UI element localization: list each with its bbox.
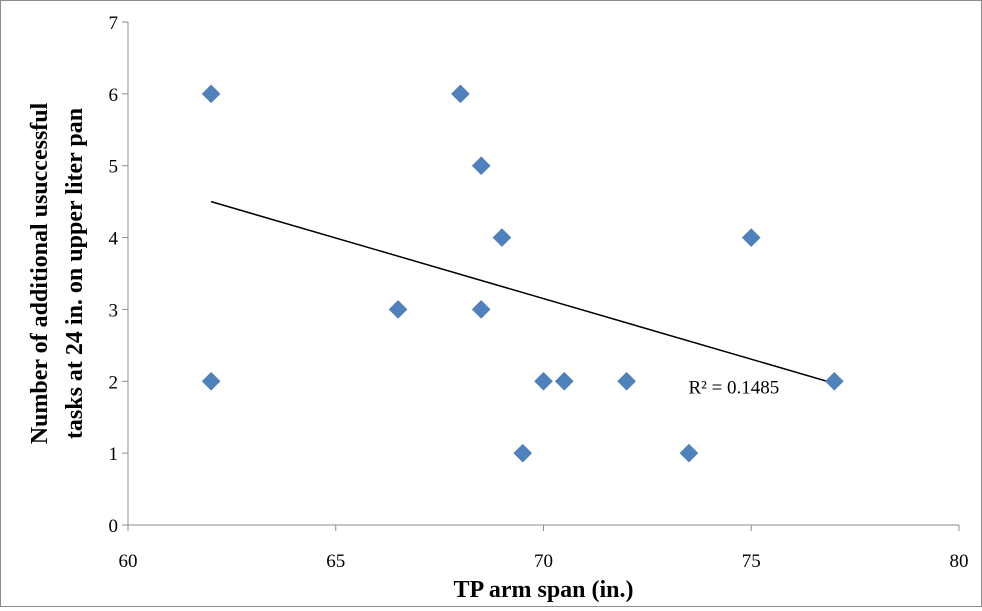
- y-tick-label: 7: [109, 13, 119, 34]
- y-tick-label: 4: [109, 229, 119, 250]
- data-points: [201, 84, 844, 463]
- y-tick-label: 5: [109, 157, 119, 178]
- data-point: [554, 371, 574, 391]
- y-tick-label: 0: [109, 516, 119, 537]
- data-point: [201, 84, 221, 104]
- y-axis-title-line-1: Number of additional usuccessful: [27, 102, 53, 444]
- data-point: [679, 443, 699, 463]
- data-point: [534, 371, 553, 391]
- data-point: [741, 228, 761, 247]
- y-tick-label: 1: [109, 444, 119, 465]
- y-axis-title-line-2: tasks at 24 in. on upper liter pan: [62, 108, 88, 439]
- x-tick-label: 70: [534, 551, 553, 572]
- y-tick-label: 3: [109, 300, 119, 321]
- data-point: [824, 371, 844, 391]
- data-point: [617, 371, 636, 391]
- y-tick-label: 2: [109, 372, 119, 393]
- x-tick-label: 65: [326, 551, 345, 572]
- data-point: [388, 300, 408, 319]
- data-point: [201, 371, 221, 391]
- r-squared-annotation: R² = 0.1485: [688, 377, 779, 398]
- axes: [127, 22, 959, 526]
- x-tick-label: 80: [950, 551, 969, 572]
- data-point: [451, 84, 470, 104]
- y-axis-title: Number of additional usuccessful tasks a…: [27, 102, 88, 444]
- x-tick-label: 60: [119, 551, 138, 572]
- ticks: 60 65 70 75 80 0 1 2 3 4 5 6 7: [109, 13, 969, 572]
- trendline: [210, 200, 835, 385]
- data-point: [492, 228, 512, 247]
- x-tick-label: 75: [742, 551, 761, 572]
- data-point: [471, 156, 491, 176]
- trendline-group: [210, 200, 835, 385]
- x-axis-title: TP arm span (in.): [453, 577, 633, 603]
- y-tick-label: 6: [109, 85, 119, 106]
- data-point: [471, 300, 491, 319]
- data-point: [513, 443, 533, 463]
